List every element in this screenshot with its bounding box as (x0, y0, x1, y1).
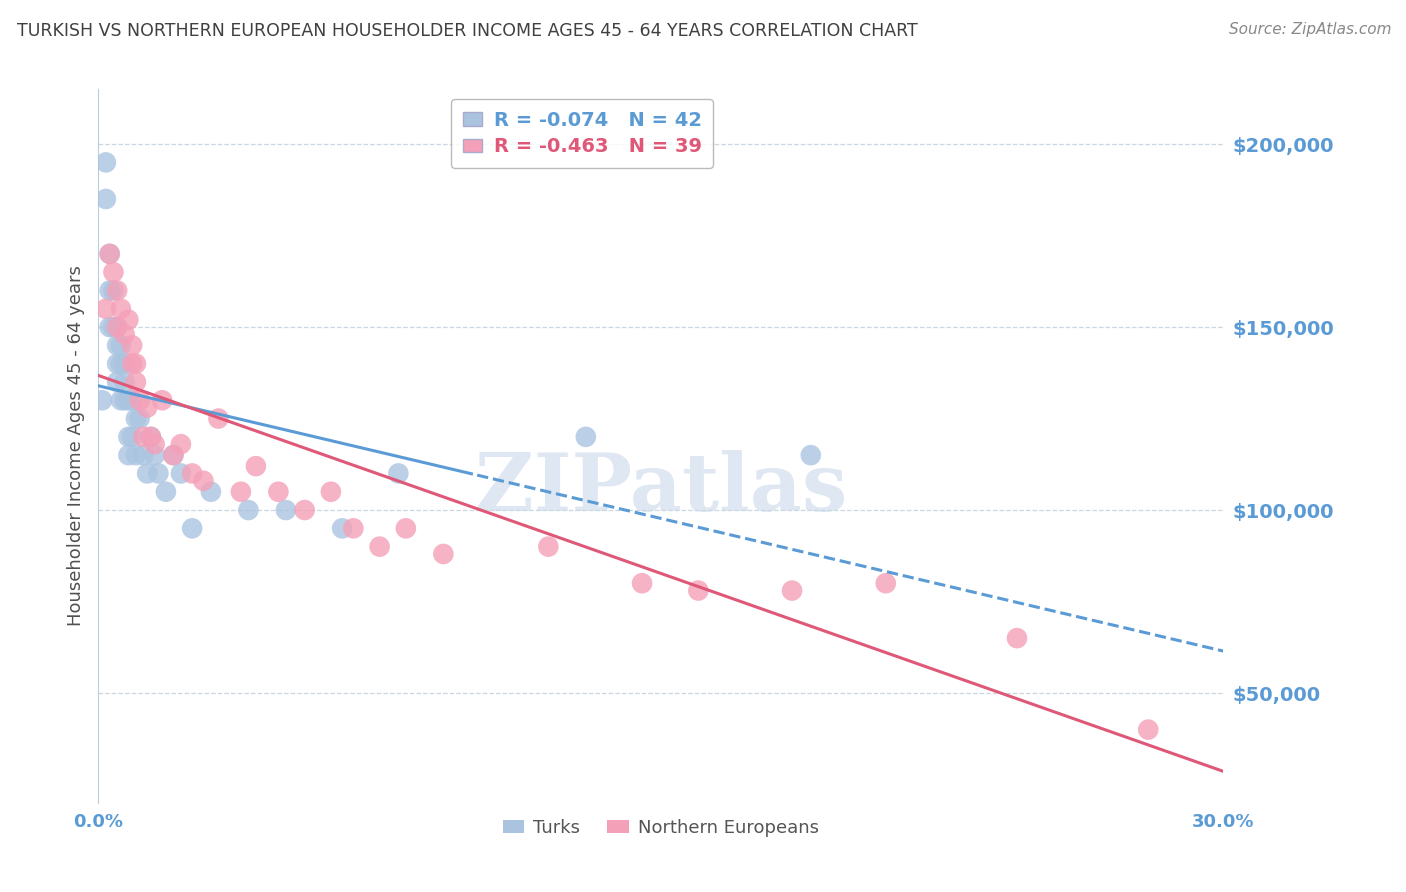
Point (132, 448, 155, 462)
Point (181, 467, 204, 481)
Point (139, 430, 162, 444)
Point (110, 393, 132, 408)
Point (94, 155, 117, 169)
Point (193, 474, 215, 488)
Point (342, 521, 364, 535)
Point (105, 320, 128, 334)
Point (114, 357, 136, 371)
Point (387, 467, 409, 481)
Point (110, 357, 132, 371)
Y-axis label: Householder Income Ages 45 - 64 years: Householder Income Ages 45 - 64 years (66, 266, 84, 626)
Point (117, 430, 139, 444)
Point (105, 338, 128, 352)
Text: ZIPatlas: ZIPatlas (475, 450, 846, 528)
Point (128, 393, 150, 408)
Legend: Turks, Northern Europeans: Turks, Northern Europeans (495, 812, 827, 844)
Point (94, 192, 117, 206)
Text: Source: ZipAtlas.com: Source: ZipAtlas.com (1229, 22, 1392, 37)
Point (125, 411, 148, 425)
Point (105, 320, 128, 334)
Point (136, 401, 159, 415)
Point (105, 357, 128, 371)
Point (575, 430, 598, 444)
Point (132, 430, 155, 444)
Point (98, 284, 121, 298)
Point (105, 375, 128, 389)
Point (148, 467, 170, 481)
Point (875, 576, 897, 591)
Point (688, 583, 710, 598)
Point (117, 393, 139, 408)
Point (121, 430, 143, 444)
Point (121, 393, 143, 408)
Point (103, 284, 125, 298)
Point (155, 484, 177, 499)
Point (125, 375, 148, 389)
Point (162, 448, 184, 462)
Point (170, 467, 193, 481)
Point (114, 327, 136, 342)
Point (537, 540, 560, 554)
Point (780, 583, 803, 598)
Point (103, 265, 125, 279)
Point (319, 484, 342, 499)
Point (368, 540, 391, 554)
Point (103, 320, 125, 334)
Point (200, 484, 222, 499)
Point (117, 312, 139, 326)
Point (136, 467, 159, 481)
Point (121, 357, 143, 371)
Point (162, 448, 184, 462)
Point (395, 521, 418, 535)
Point (125, 448, 148, 462)
Point (121, 338, 143, 352)
Point (125, 357, 148, 371)
Point (245, 459, 267, 474)
Point (170, 437, 193, 451)
Point (98, 320, 121, 334)
Point (110, 338, 132, 352)
Point (139, 430, 162, 444)
Point (207, 411, 229, 425)
Point (117, 448, 139, 462)
Point (128, 411, 150, 425)
Point (114, 393, 136, 408)
Point (631, 576, 654, 591)
Point (800, 448, 823, 462)
Point (1005, 631, 1028, 645)
Point (432, 547, 454, 561)
Point (150, 393, 173, 408)
Point (1137, 723, 1160, 737)
Point (105, 284, 128, 298)
Point (98, 247, 121, 261)
Point (229, 484, 252, 499)
Point (98, 247, 121, 261)
Point (94, 301, 117, 316)
Point (114, 375, 136, 389)
Point (267, 484, 290, 499)
Point (110, 301, 132, 316)
Point (91, 393, 114, 408)
Point (143, 448, 166, 462)
Point (143, 437, 166, 451)
Point (294, 503, 316, 517)
Point (181, 521, 204, 535)
Point (274, 503, 297, 517)
Text: TURKISH VS NORTHERN EUROPEAN HOUSEHOLDER INCOME AGES 45 - 64 YEARS CORRELATION C: TURKISH VS NORTHERN EUROPEAN HOUSEHOLDER… (17, 22, 918, 40)
Point (330, 521, 353, 535)
Point (238, 503, 260, 517)
